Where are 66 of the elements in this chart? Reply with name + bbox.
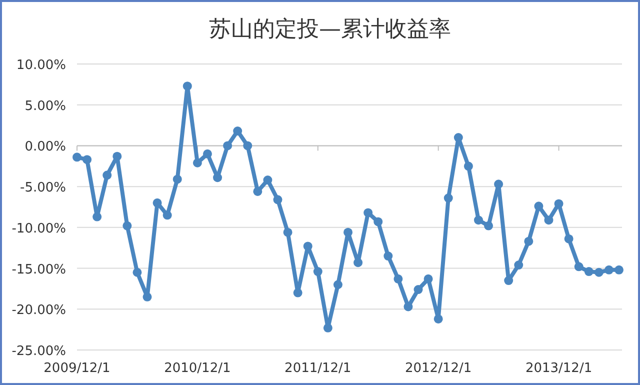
y-tick-label: -20.00% xyxy=(12,303,66,318)
point xyxy=(102,170,112,180)
point xyxy=(283,228,292,237)
point xyxy=(444,194,453,203)
point xyxy=(604,265,614,274)
point xyxy=(333,280,342,290)
point xyxy=(574,262,584,272)
point xyxy=(202,149,212,158)
point xyxy=(323,323,332,332)
point xyxy=(263,176,272,185)
point xyxy=(434,314,443,324)
point xyxy=(72,152,82,162)
point xyxy=(384,252,393,261)
point xyxy=(293,288,302,298)
y-tick-label: -5.00% xyxy=(20,180,66,196)
point xyxy=(544,216,554,225)
point xyxy=(172,174,182,184)
point xyxy=(213,173,222,182)
point xyxy=(394,274,403,284)
point xyxy=(273,195,282,204)
y-tick-label: 10.00% xyxy=(16,58,66,73)
y-tick-label: -10.00% xyxy=(12,221,66,236)
point xyxy=(564,234,574,244)
point xyxy=(303,242,312,251)
point xyxy=(454,133,463,142)
y-tick-label: 0.00% xyxy=(24,140,66,155)
point xyxy=(142,292,152,302)
point xyxy=(464,162,473,171)
point xyxy=(504,276,514,286)
x-tick-label: 2011/12/1 xyxy=(284,361,352,376)
point xyxy=(192,158,202,168)
point xyxy=(182,82,192,91)
y-tick-label: 5.00% xyxy=(24,98,66,114)
point xyxy=(152,198,162,208)
y-tick-label: -25.00% xyxy=(12,344,66,359)
chart-title: 苏山的定投—累计收益率 xyxy=(209,17,451,42)
point xyxy=(484,221,494,230)
point xyxy=(82,155,92,164)
point xyxy=(364,208,373,218)
y-tick-label: -15.00% xyxy=(12,262,66,278)
point xyxy=(233,126,242,136)
point xyxy=(92,212,102,222)
point xyxy=(524,236,534,246)
point xyxy=(122,221,132,230)
point xyxy=(132,268,142,277)
point xyxy=(494,180,504,189)
x-tick-label: 2012/12/1 xyxy=(404,361,472,376)
point xyxy=(414,285,423,294)
point xyxy=(514,260,524,270)
point xyxy=(354,258,363,268)
x-tick-label: 2013/12/1 xyxy=(525,361,592,376)
point xyxy=(474,216,483,225)
point xyxy=(424,274,433,284)
x-tick-label: 2010/12/1 xyxy=(164,361,231,376)
point xyxy=(374,217,383,226)
point xyxy=(344,228,352,237)
x-tick-label: 2009/12/1 xyxy=(44,361,110,376)
point xyxy=(162,210,172,220)
point xyxy=(584,267,594,276)
point xyxy=(614,265,624,274)
point xyxy=(313,267,322,276)
point xyxy=(554,199,564,208)
point xyxy=(112,152,122,161)
point xyxy=(243,141,252,150)
point xyxy=(594,268,604,277)
point xyxy=(223,141,232,150)
